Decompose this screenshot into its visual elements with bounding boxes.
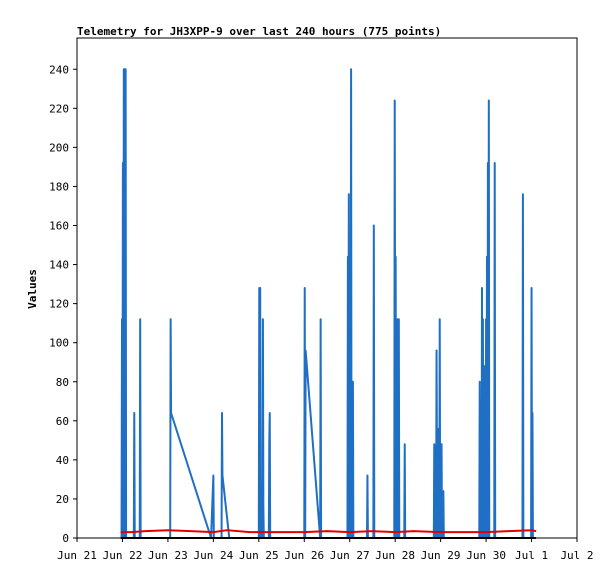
x-axis-ticks: Jun 21 Jun 22 Jun 23 Jun 24 Jun 25 Jun 26 Jun … [57,538,594,562]
y-axis-label: Values [26,269,39,309]
y-axis-ticks: 0 20 40 60 80 100 120 140 160 180 200 220 240 [49,63,77,545]
y-tick-label: 20 [56,493,69,506]
x-tick-label: Jun 21 [57,549,97,562]
y-tick-label: 200 [49,141,69,154]
y-tick-label: 180 [49,180,69,193]
x-tick-label: Jun 23 [148,549,188,562]
x-tick-label: Jun 25 [239,549,279,562]
y-tick-label: 0 [62,532,69,545]
chart-title: Telemetry for JH3XPP-9 over last 240 hou… [77,25,441,38]
x-tick-label: Jun 22 [103,549,143,562]
plot-frame [76,37,578,539]
x-tick-label: Jun 24 [193,549,233,562]
y-tick-label: 100 [49,337,69,350]
x-tick-label: Jun 26 [284,549,324,562]
x-tick-label: Jul 2 [560,549,593,562]
y-tick-label: 140 [49,259,69,272]
series-group [120,68,537,539]
y-tick-label: 160 [49,220,69,233]
x-tick-label: Jun 27 [330,549,370,562]
series-line-2 [120,529,537,534]
y-tick-label: 80 [56,376,69,389]
series-line-1 [120,68,534,539]
x-tick-label: Jun 29 [421,549,461,562]
x-tick-label: Jun 30 [466,549,506,562]
y-tick-label: 120 [49,298,69,311]
y-tick-label: 40 [56,454,69,467]
y-tick-label: 60 [56,415,69,428]
x-tick-label: Jun 28 [375,549,415,562]
y-tick-label: 220 [49,102,69,115]
x-tick-label: Jul 1 [515,549,548,562]
y-tick-label: 240 [49,63,69,76]
